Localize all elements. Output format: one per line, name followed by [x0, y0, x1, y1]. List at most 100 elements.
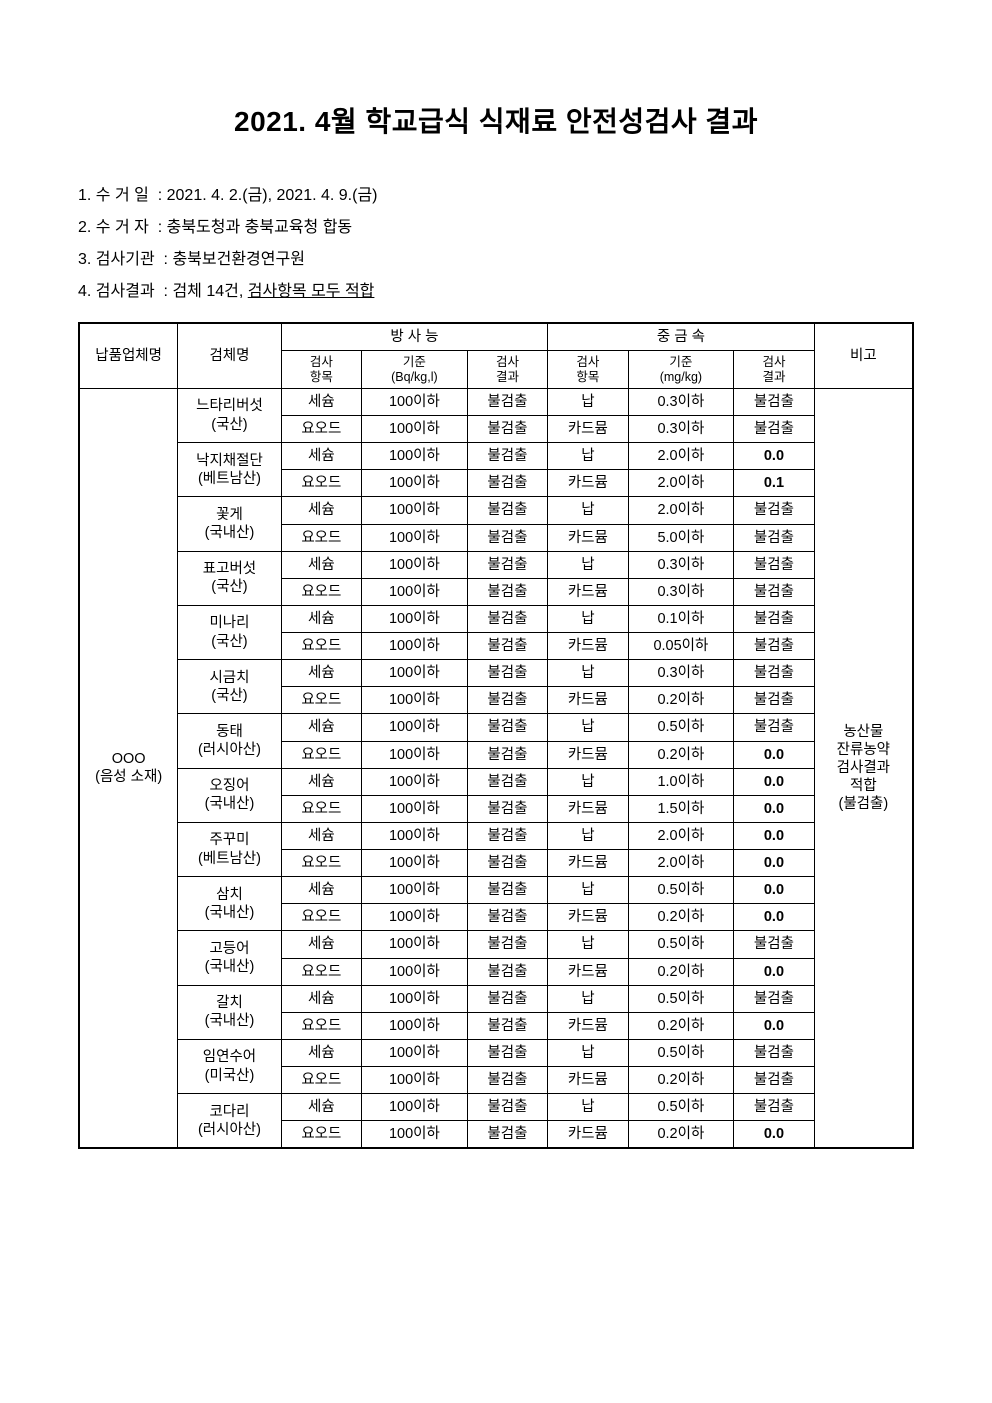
table-row: 미나리(국산)세슘100이하불검출납0.1이하불검출: [79, 605, 913, 632]
cell-met-item: 카드뮴: [548, 687, 628, 714]
cell-rad-item: 세슘: [281, 388, 361, 415]
cell-rad-std: 100이하: [362, 958, 468, 985]
cell-met-std: 0.2이하: [628, 904, 734, 931]
cell-met-res: 0.0: [734, 850, 814, 877]
cell-met-item: 납: [548, 443, 628, 470]
cell-rad-res: 불검출: [467, 578, 547, 605]
cell-met-std: 0.2이하: [628, 687, 734, 714]
cell-met-item: 카드뮴: [548, 850, 628, 877]
cell-rad-res: 불검출: [467, 795, 547, 822]
cell-rad-item: 요오드: [281, 687, 361, 714]
cell-met-std: 0.3이하: [628, 551, 734, 578]
cell-met-std: 0.2이하: [628, 1121, 734, 1149]
cell-met-std: 0.3이하: [628, 388, 734, 415]
cell-sample-name: 시금치(국산): [178, 660, 281, 714]
cell-rad-res: 불검출: [467, 687, 547, 714]
cell-rad-item: 세슘: [281, 931, 361, 958]
cell-rad-res: 불검출: [467, 497, 547, 524]
meta-row-2: 2. 수 거 자 : 충북도청과 충북교육청 합동: [78, 212, 914, 244]
cell-supplier: OOO(음성 소재): [79, 388, 178, 1148]
cell-rad-std: 100이하: [362, 985, 468, 1012]
cell-rad-item: 세슘: [281, 1039, 361, 1066]
cell-rad-res: 불검출: [467, 660, 547, 687]
meta-row-4: 4. 검사결과 : 검체 14건, 검사항목 모두 적합: [78, 276, 914, 308]
th-rad-item: 검사항목: [281, 351, 361, 389]
cell-rad-std: 100이하: [362, 1094, 468, 1121]
cell-met-item: 카드뮴: [548, 416, 628, 443]
cell-note: 농산물잔류농약검사결과적합(불검출): [814, 388, 913, 1148]
cell-met-item: 카드뮴: [548, 904, 628, 931]
cell-met-res: 불검출: [734, 633, 814, 660]
cell-rad-item: 세슘: [281, 822, 361, 849]
table-row: 꽃게(국내산)세슘100이하불검출납2.0이하불검출: [79, 497, 913, 524]
table-row: 갈치(국내산)세슘100이하불검출납0.5이하불검출: [79, 985, 913, 1012]
cell-met-res: 0.0: [734, 822, 814, 849]
cell-met-res: 불검출: [734, 605, 814, 632]
cell-met-res: 불검출: [734, 524, 814, 551]
cell-rad-res: 불검출: [467, 551, 547, 578]
cell-sample-name: 표고버섯(국산): [178, 551, 281, 605]
cell-met-res: 불검출: [734, 687, 814, 714]
table-body: OOO(음성 소재)느타리버섯(국산)세슘100이하불검출납0.3이하불검출농산…: [79, 388, 913, 1148]
cell-met-std: 5.0이하: [628, 524, 734, 551]
cell-rad-res: 불검출: [467, 443, 547, 470]
cell-rad-std: 100이하: [362, 822, 468, 849]
cell-rad-std: 100이하: [362, 443, 468, 470]
cell-rad-std: 100이하: [362, 768, 468, 795]
cell-rad-res: 불검출: [467, 741, 547, 768]
cell-met-item: 납: [548, 877, 628, 904]
cell-met-std: 2.0이하: [628, 443, 734, 470]
cell-rad-res: 불검출: [467, 633, 547, 660]
cell-met-std: 2.0이하: [628, 470, 734, 497]
cell-rad-res: 불검출: [467, 1121, 547, 1149]
cell-met-std: 1.0이하: [628, 768, 734, 795]
cell-rad-std: 100이하: [362, 660, 468, 687]
cell-rad-res: 불검출: [467, 931, 547, 958]
cell-rad-std: 100이하: [362, 741, 468, 768]
document-page: 2021. 4월 학교급식 식재료 안전성검사 결과 1. 수 거 일 : 20…: [0, 0, 992, 1209]
cell-met-res: 0.0: [734, 795, 814, 822]
cell-met-item: 카드뮴: [548, 578, 628, 605]
cell-met-std: 0.2이하: [628, 958, 734, 985]
cell-rad-item: 요오드: [281, 850, 361, 877]
cell-rad-std: 100이하: [362, 714, 468, 741]
cell-rad-std: 100이하: [362, 470, 468, 497]
cell-met-std: 0.3이하: [628, 660, 734, 687]
table-head: 납품업체명 검체명 방 사 능 중 금 속 비고 검사항목 기준(Bq/kg,l…: [79, 323, 913, 388]
table-row: OOO(음성 소재)느타리버섯(국산)세슘100이하불검출납0.3이하불검출농산…: [79, 388, 913, 415]
cell-met-item: 카드뮴: [548, 1067, 628, 1094]
cell-met-std: 0.5이하: [628, 877, 734, 904]
cell-met-res: 0.0: [734, 768, 814, 795]
cell-rad-res: 불검출: [467, 388, 547, 415]
table-row: 코다리(러시아산)세슘100이하불검출납0.5이하불검출: [79, 1094, 913, 1121]
th-sample: 검체명: [178, 323, 281, 388]
cell-met-res: 불검출: [734, 931, 814, 958]
cell-met-std: 0.5이하: [628, 1039, 734, 1066]
cell-rad-std: 100이하: [362, 605, 468, 632]
cell-met-res: 0.0: [734, 443, 814, 470]
cell-met-item: 납: [548, 388, 628, 415]
cell-met-res: 불검출: [734, 388, 814, 415]
cell-rad-item: 요오드: [281, 578, 361, 605]
cell-rad-item: 세슘: [281, 985, 361, 1012]
cell-met-std: 0.5이하: [628, 1094, 734, 1121]
cell-met-item: 납: [548, 768, 628, 795]
cell-rad-item: 요오드: [281, 904, 361, 931]
cell-rad-res: 불검출: [467, 605, 547, 632]
meta-row-1: 1. 수 거 일 : 2021. 4. 2.(금), 2021. 4. 9.(금…: [78, 180, 914, 212]
cell-rad-res: 불검출: [467, 1012, 547, 1039]
cell-rad-res: 불검출: [467, 416, 547, 443]
cell-met-res: 0.1: [734, 470, 814, 497]
cell-met-item: 납: [548, 1039, 628, 1066]
cell-rad-res: 불검출: [467, 985, 547, 1012]
cell-rad-res: 불검출: [467, 822, 547, 849]
cell-met-std: 2.0이하: [628, 822, 734, 849]
meta-row-4-underlined: 검사항목 모두 적합: [248, 283, 375, 300]
cell-met-res: 0.0: [734, 741, 814, 768]
cell-rad-std: 100이하: [362, 904, 468, 931]
cell-sample-name: 느타리버섯(국산): [178, 388, 281, 442]
cell-rad-item: 요오드: [281, 1067, 361, 1094]
cell-met-res: 0.0: [734, 1012, 814, 1039]
cell-rad-std: 100이하: [362, 877, 468, 904]
cell-met-std: 0.3이하: [628, 578, 734, 605]
